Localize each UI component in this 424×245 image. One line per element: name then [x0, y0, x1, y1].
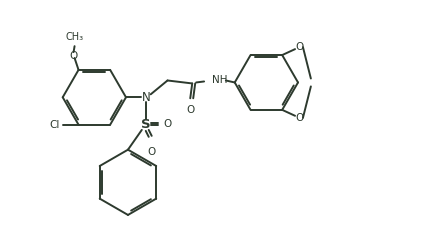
Text: O: O: [70, 51, 78, 61]
Text: O: O: [296, 113, 304, 123]
Text: N: N: [141, 91, 150, 104]
Text: O: O: [296, 42, 304, 52]
Text: O: O: [186, 105, 194, 115]
Text: Cl: Cl: [49, 120, 60, 130]
Text: CH₃: CH₃: [66, 32, 84, 42]
Text: NH: NH: [212, 75, 228, 86]
Text: O: O: [164, 119, 172, 129]
Text: O: O: [148, 147, 156, 157]
Text: S: S: [141, 119, 151, 132]
